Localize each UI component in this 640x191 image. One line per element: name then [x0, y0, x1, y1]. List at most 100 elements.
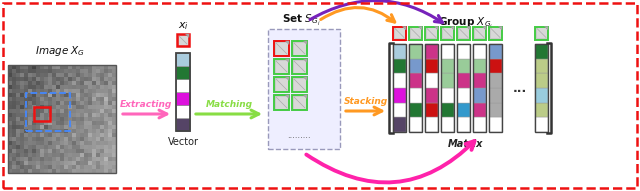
Bar	[26, 93, 70, 131]
Bar	[96, 73, 100, 77]
Bar	[84, 97, 88, 101]
Bar	[108, 149, 112, 153]
Bar	[56, 157, 60, 161]
Bar	[84, 137, 88, 141]
Bar	[104, 113, 108, 117]
Bar	[24, 161, 28, 165]
Bar	[60, 89, 64, 93]
Bar	[80, 101, 84, 105]
Bar	[8, 113, 12, 117]
Bar	[40, 109, 44, 113]
Bar	[535, 59, 548, 73]
Bar	[68, 117, 72, 121]
Bar	[8, 81, 12, 85]
Bar	[68, 129, 72, 133]
Bar	[100, 101, 104, 105]
Bar	[24, 165, 28, 169]
Bar	[92, 69, 96, 73]
Bar	[68, 85, 72, 89]
Bar	[48, 89, 52, 93]
Bar	[8, 69, 12, 73]
Bar	[8, 97, 12, 101]
Bar	[72, 133, 76, 137]
Bar	[12, 141, 16, 145]
Bar	[60, 125, 64, 129]
Bar	[48, 85, 52, 89]
Bar	[425, 59, 438, 73]
Bar	[112, 137, 116, 141]
Bar	[112, 145, 116, 149]
Bar	[76, 169, 80, 173]
Bar	[64, 105, 68, 109]
Bar	[16, 117, 20, 121]
Bar	[12, 81, 16, 85]
Bar	[108, 117, 112, 121]
Bar	[8, 169, 12, 173]
Bar	[80, 153, 84, 157]
Bar	[409, 27, 422, 40]
Text: $\mathit{Image}\ X_G$: $\mathit{Image}\ X_G$	[35, 44, 85, 58]
Bar	[108, 97, 112, 101]
Bar	[489, 73, 502, 88]
Bar	[96, 97, 100, 101]
Bar	[108, 85, 112, 89]
Bar	[44, 133, 48, 137]
Bar	[177, 34, 189, 46]
Bar	[20, 117, 24, 121]
Bar	[68, 73, 72, 77]
Bar	[72, 145, 76, 149]
Bar	[84, 69, 88, 73]
Bar	[76, 89, 80, 93]
Bar	[88, 73, 92, 77]
Bar	[28, 149, 32, 153]
Bar	[489, 88, 502, 103]
Bar	[48, 149, 52, 153]
Bar	[32, 165, 36, 169]
Bar	[88, 149, 92, 153]
Bar	[12, 73, 16, 77]
Bar	[535, 44, 548, 59]
Bar	[8, 141, 12, 145]
Bar	[100, 133, 104, 137]
Text: $\mathbf{Set}\ S_{G_i}$: $\mathbf{Set}\ S_{G_i}$	[282, 13, 320, 28]
Bar	[36, 133, 40, 137]
Bar	[68, 121, 72, 125]
Bar	[28, 117, 32, 121]
Bar	[100, 165, 104, 169]
Bar	[40, 65, 44, 69]
Bar	[44, 169, 48, 173]
Bar	[16, 129, 20, 133]
Bar	[92, 101, 96, 105]
Bar	[176, 79, 190, 92]
Bar	[72, 169, 76, 173]
Bar	[16, 161, 20, 165]
Bar	[96, 81, 100, 85]
Bar	[48, 101, 52, 105]
Bar	[104, 81, 108, 85]
Bar	[52, 93, 56, 97]
Bar	[112, 141, 116, 145]
Bar	[100, 65, 104, 69]
Bar	[112, 89, 116, 93]
Bar	[108, 133, 112, 137]
Bar	[76, 101, 80, 105]
Bar	[24, 117, 28, 121]
Bar	[28, 69, 32, 73]
Bar	[68, 165, 72, 169]
Bar	[36, 149, 40, 153]
Bar	[56, 129, 60, 133]
Bar	[40, 93, 44, 97]
Bar	[96, 117, 100, 121]
Bar	[76, 109, 80, 113]
Bar	[56, 113, 60, 117]
Text: $\mathbf{Group}\ X_{G_i}$: $\mathbf{Group}\ X_{G_i}$	[438, 16, 493, 31]
Bar	[16, 113, 20, 117]
Bar	[100, 113, 104, 117]
Bar	[44, 153, 48, 157]
Bar	[393, 88, 406, 103]
Bar	[489, 44, 502, 132]
Bar	[84, 121, 88, 125]
Bar	[489, 44, 502, 59]
Bar	[104, 137, 108, 141]
Bar	[92, 133, 96, 137]
